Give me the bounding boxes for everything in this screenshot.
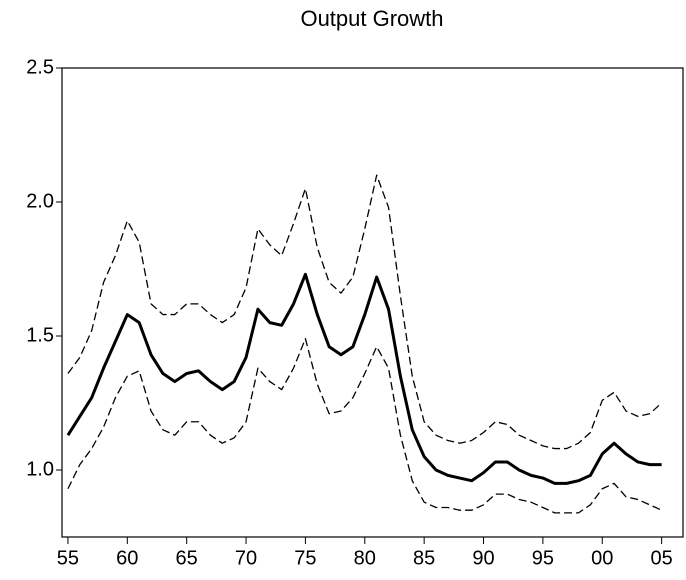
chart-title: Output Growth: [300, 6, 443, 31]
x-tick-label: 05: [651, 547, 673, 569]
y-tick-label: 1.0: [26, 458, 54, 480]
series-line: [67, 338, 662, 514]
x-tick-label: 85: [413, 547, 435, 569]
x-tick-label: 75: [294, 547, 316, 569]
y-tick-label: 2.5: [26, 56, 54, 78]
y-tick-label: 1.5: [26, 324, 54, 346]
x-tick-label: 80: [354, 547, 376, 569]
x-tick-label: 70: [235, 547, 257, 569]
y-tick-label: 2.0: [26, 190, 54, 212]
x-tick-label: 90: [472, 547, 494, 569]
x-tick-label: 00: [591, 547, 613, 569]
x-tick-label: 95: [532, 547, 554, 569]
series-line: [66, 272, 662, 485]
x-tick-label: 60: [116, 547, 138, 569]
x-tick-label: 55: [57, 547, 79, 569]
plot-frame: [61, 67, 684, 538]
x-tick-label: 65: [176, 547, 198, 569]
